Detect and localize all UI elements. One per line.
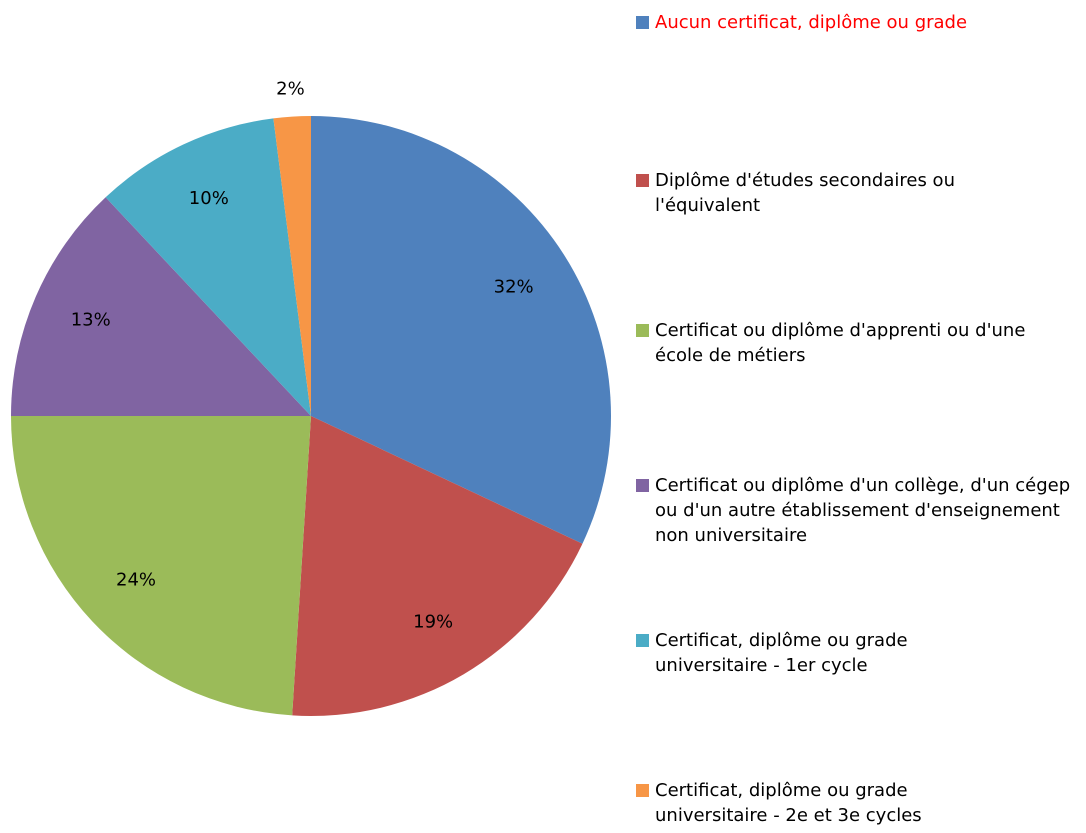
- legend-label: Certificat ou diplôme d'un collège, d'un…: [655, 475, 1071, 546]
- data-label: 13%: [71, 310, 111, 331]
- chart: 32% 19% 24% 13% 10% 2%: [11, 79, 611, 716]
- legend-label: Diplôme d'études secondaires ou l'équiva…: [655, 170, 955, 216]
- legend-item: Certificat ou diplôme d'un collège, d'un…: [636, 473, 1086, 548]
- data-label: 32%: [494, 276, 534, 297]
- data-label: 2%: [276, 79, 305, 100]
- data-label: 24%: [116, 569, 156, 590]
- pie-slice: [105, 118, 312, 416]
- legend-item: Diplôme d'études secondaires ou l'équiva…: [636, 168, 1015, 218]
- pie-slice: [273, 116, 311, 416]
- legend-label: Certificat ou diplôme d'apprenti ou d'un…: [655, 320, 1026, 366]
- legend-swatch: [636, 634, 649, 647]
- pie-slice: [11, 416, 311, 716]
- legend-swatch: [636, 784, 649, 797]
- legend-label: Certificat, diplôme ou grade universitai…: [655, 630, 908, 676]
- legend-item: Aucun certificat, diplôme ou grade: [636, 10, 967, 35]
- legend-item: Certificat, diplôme ou grade universitai…: [636, 778, 985, 828]
- legend-swatch: [636, 16, 649, 29]
- pie-slice: [11, 197, 311, 416]
- legend-swatch: [636, 479, 649, 492]
- legend-swatch: [636, 324, 649, 337]
- legend-item: Certificat ou diplôme d'apprenti ou d'un…: [636, 318, 1045, 368]
- pie-slice: [311, 116, 611, 544]
- data-label: 10%: [189, 188, 229, 209]
- data-label: 19%: [413, 612, 453, 633]
- legend-swatch: [636, 174, 649, 187]
- pie-slice: [292, 416, 583, 716]
- legend-label: Certificat, diplôme ou grade universitai…: [655, 780, 922, 826]
- legend-label: Aucun certificat, diplôme ou grade: [655, 12, 968, 33]
- legend-item: Certificat, diplôme ou grade universitai…: [636, 628, 985, 678]
